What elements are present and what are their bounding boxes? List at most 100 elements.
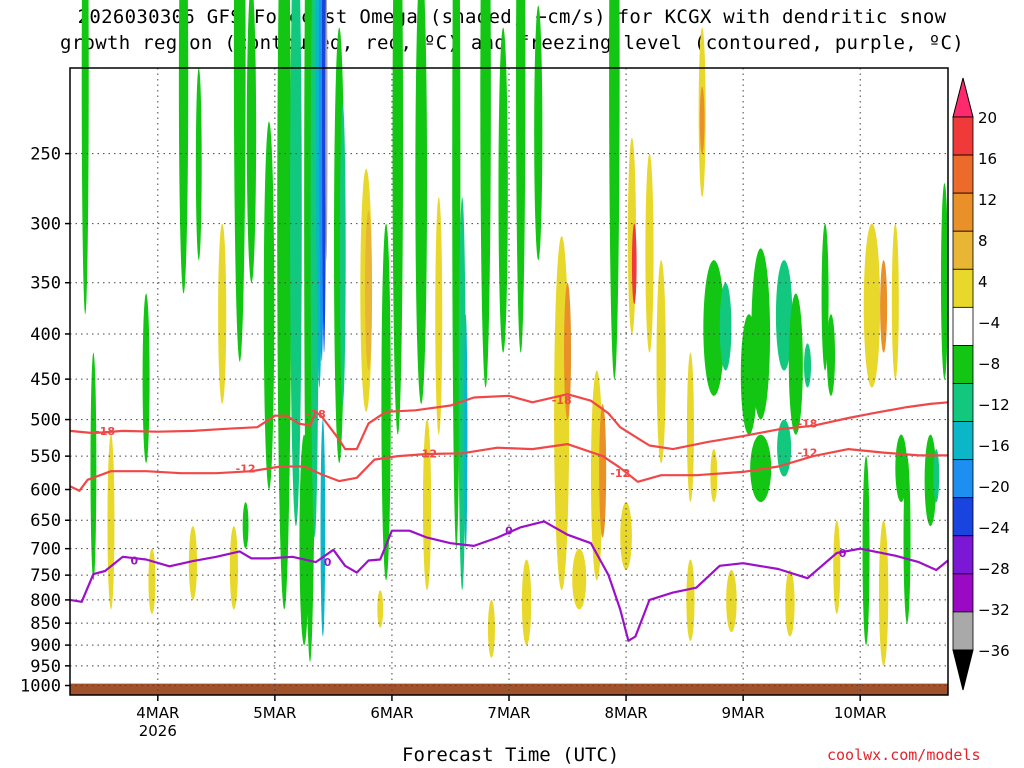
omega-shade-83 — [572, 548, 587, 610]
omega-shade-34 — [534, 5, 543, 261]
contour-label-0-2: 0 — [505, 525, 513, 538]
omega-shade-47 — [703, 260, 725, 396]
omega-shade-23 — [365, 210, 373, 371]
colorbar-label-8: −16 — [978, 437, 1010, 455]
omega-shade-11 — [290, 0, 302, 527]
colorbar-bottom-arrow — [952, 649, 974, 691]
omega-shade-66 — [940, 183, 948, 380]
omega-shade-39 — [609, 0, 620, 380]
omega-shade-3 — [154, 361, 161, 549]
colorbar-label-13: −36 — [978, 642, 1010, 660]
omega-shade-2 — [142, 293, 150, 464]
omega-shade-73 — [521, 559, 532, 646]
omega-shade-19 — [320, 419, 326, 637]
omega-shade-69 — [785, 569, 795, 637]
omega-shade-48 — [719, 282, 732, 371]
ground-fill — [70, 683, 948, 695]
omega-shade-81 — [242, 502, 249, 549]
omega-shade-33 — [516, 0, 526, 353]
omega-shade-27 — [435, 197, 443, 435]
credit-link[interactable]: coolwx.com/models — [827, 746, 981, 764]
y-tick-label-900: 900 — [30, 636, 61, 656]
omega-shade-75 — [422, 419, 432, 591]
y-tick-label-300: 300 — [30, 215, 61, 235]
omega-shade-24 — [381, 223, 391, 581]
omega-shade-74 — [487, 599, 495, 658]
contour-line-0 — [69, 520, 949, 642]
axes: 2503003504004505005506006507007508008509… — [20, 145, 887, 740]
omega-shade-43 — [656, 260, 666, 464]
colorbar-swatch-4 — [952, 230, 974, 270]
omega-shade-38 — [599, 403, 607, 538]
x-tick-label-5MAR: 5MAR — [253, 704, 296, 722]
omega-shade-67 — [878, 520, 889, 666]
omega-shade-5 — [195, 68, 202, 261]
omega-shade-58 — [863, 223, 881, 388]
y-tick-label-450: 450 — [30, 370, 61, 390]
omega-shade-68 — [833, 520, 841, 615]
colorbar-swatch-3 — [952, 192, 974, 232]
colorbar-label-0: 20 — [978, 109, 997, 127]
omega-shade-44 — [686, 352, 694, 503]
omega-shade-28 — [452, 0, 461, 549]
colorbar-swatch-11 — [952, 497, 974, 537]
omega-shade-57 — [826, 314, 836, 396]
omega-colorbar: 20 16 12 8 4 −4 −8 −12 −16 −20 −24 −28 −32 −36 — [952, 77, 1010, 691]
y-tick-label-750: 750 — [30, 566, 61, 586]
omega-shade-31 — [480, 0, 491, 388]
colorbar-label-12: −32 — [978, 601, 1010, 619]
contour-label--18-2: -18 — [552, 394, 572, 407]
colorbar-swatch-14 — [952, 611, 974, 651]
colorbar-label-6: −8 — [978, 355, 1000, 373]
colorbar-swatch-7 — [952, 345, 974, 384]
colorbar-swatch-8 — [952, 383, 974, 422]
omega-shade-80 — [148, 548, 156, 615]
x-tick-sub-4MAR: 2026 — [139, 722, 177, 740]
colorbar-swatch-9 — [952, 421, 974, 461]
omega-shade-1 — [90, 352, 97, 581]
colorbar-label-10: −24 — [978, 519, 1010, 537]
plot-area: -18 -18 -18 -18 -12 -12 -12 -12 0 0 0 0 — [69, 0, 949, 696]
omega-shade-64 — [924, 434, 937, 527]
y-tick-label-850: 850 — [30, 614, 61, 634]
colorbar-label-2: 12 — [978, 191, 997, 209]
x-tick-label-10MAR: 10MAR — [834, 704, 887, 722]
omega-shade-4 — [178, 0, 189, 294]
omega-shade-78 — [188, 526, 198, 600]
omega-shade-6 — [218, 223, 227, 404]
x-tick-label-4MAR: 4MAR — [136, 704, 179, 722]
omega-shade-52 — [788, 293, 803, 435]
colorbar-swatch-1 — [952, 116, 974, 156]
omega-shade-42 — [645, 153, 654, 353]
omega-shade-29 — [458, 197, 466, 591]
x-tick-label-9MAR: 9MAR — [722, 704, 765, 722]
colorbar-label-7: −12 — [978, 396, 1010, 414]
x-tick-label-7MAR: 7MAR — [487, 704, 530, 722]
x-tick-label-6MAR: 6MAR — [370, 704, 413, 722]
contour-label--18-0: -18 — [95, 425, 115, 438]
omega-shade-30 — [463, 314, 468, 549]
y-tick-label-350: 350 — [30, 274, 61, 294]
contour-label--18-3: -18 — [798, 417, 818, 430]
colorbar-label-11: −28 — [978, 560, 1010, 578]
omega-shade-62 — [895, 434, 908, 503]
y-tick-label-950: 950 — [30, 657, 61, 677]
omega-shade-7 — [233, 0, 246, 362]
y-tick-label-700: 700 — [30, 540, 61, 560]
omega-shade-21 — [339, 104, 346, 404]
omega-shade-79 — [107, 434, 115, 610]
omega-shade-9 — [263, 121, 275, 490]
omega-shade-77 — [229, 526, 238, 610]
omega-shade-37 — [590, 370, 603, 581]
contour-label-0-3: 0 — [839, 547, 847, 560]
colorbar-label-5: −4 — [978, 314, 1000, 332]
omega-shade-56 — [821, 223, 829, 371]
omega-shade-71 — [710, 449, 718, 503]
contour-label-0-0: 0 — [131, 555, 139, 568]
colorbar-swatch-10 — [952, 459, 974, 499]
contour-label-0-1: 0 — [324, 556, 332, 569]
colorbar-top-arrow — [952, 77, 974, 118]
omega-shade-54 — [777, 419, 792, 477]
omega-shade-25 — [392, 0, 404, 435]
